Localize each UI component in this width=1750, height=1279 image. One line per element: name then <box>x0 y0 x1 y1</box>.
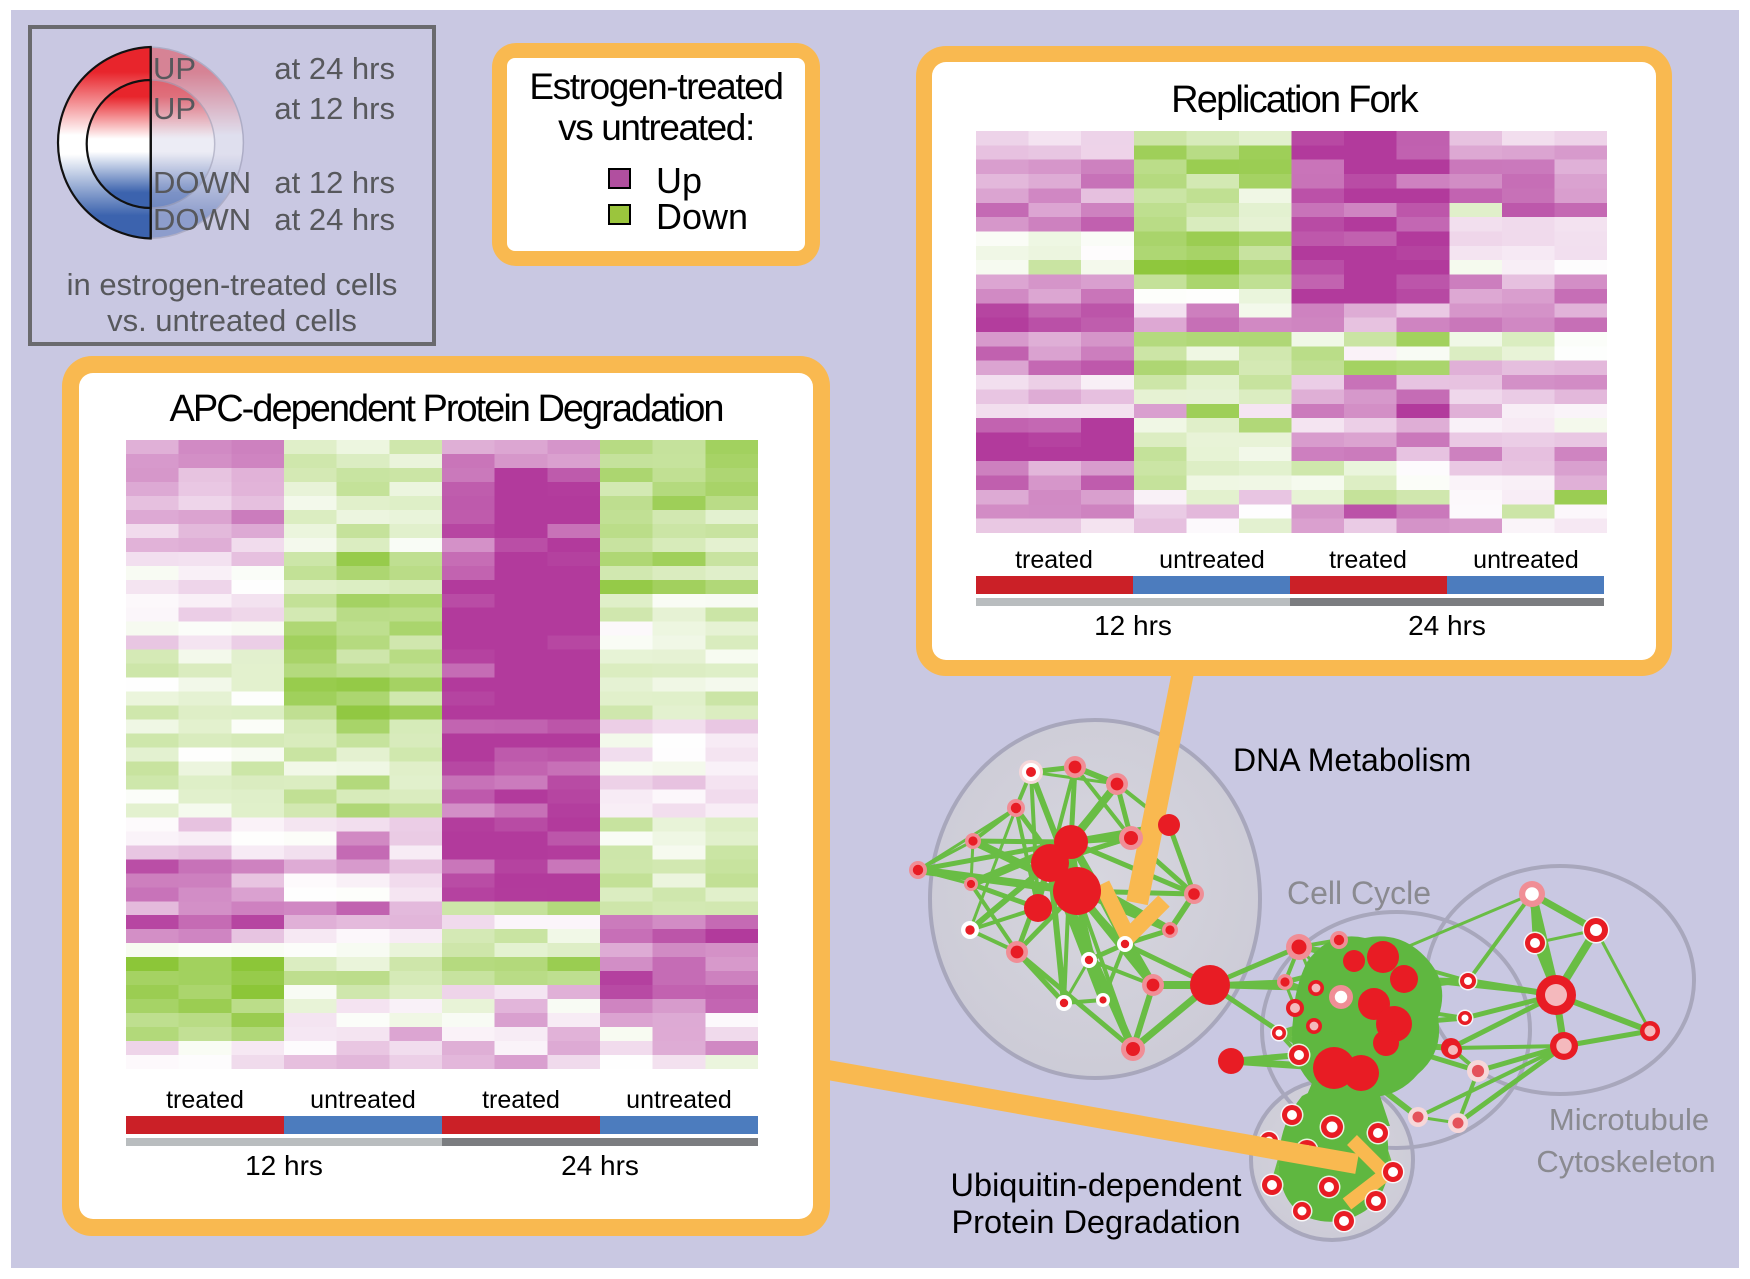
svg-text:Cytoskeleton: Cytoskeleton <box>1536 1144 1715 1179</box>
svg-text:at 12 hrs: at 12 hrs <box>274 91 395 126</box>
svg-text:DOWN: DOWN <box>153 165 251 200</box>
svg-text:in estrogen-treated cells: in estrogen-treated cells <box>67 267 398 302</box>
svg-text:UP: UP <box>153 91 196 126</box>
svg-text:Cell Cycle: Cell Cycle <box>1287 875 1431 911</box>
svg-text:at 24 hrs: at 24 hrs <box>274 51 395 86</box>
svg-text:at 24 hrs: at 24 hrs <box>274 202 395 237</box>
svg-text:Ubiquitin-dependent: Ubiquitin-dependent <box>951 1167 1242 1203</box>
svg-text:vs. untreated cells: vs. untreated cells <box>107 303 357 338</box>
svg-text:Protein Degradation: Protein Degradation <box>951 1204 1240 1240</box>
svg-text:DOWN: DOWN <box>153 202 251 237</box>
svg-text:UP: UP <box>153 51 196 86</box>
svg-text:at 12 hrs: at 12 hrs <box>274 165 395 200</box>
svg-text:DNA Metabolism: DNA Metabolism <box>1233 742 1471 778</box>
svg-text:Microtubule: Microtubule <box>1549 1102 1709 1137</box>
